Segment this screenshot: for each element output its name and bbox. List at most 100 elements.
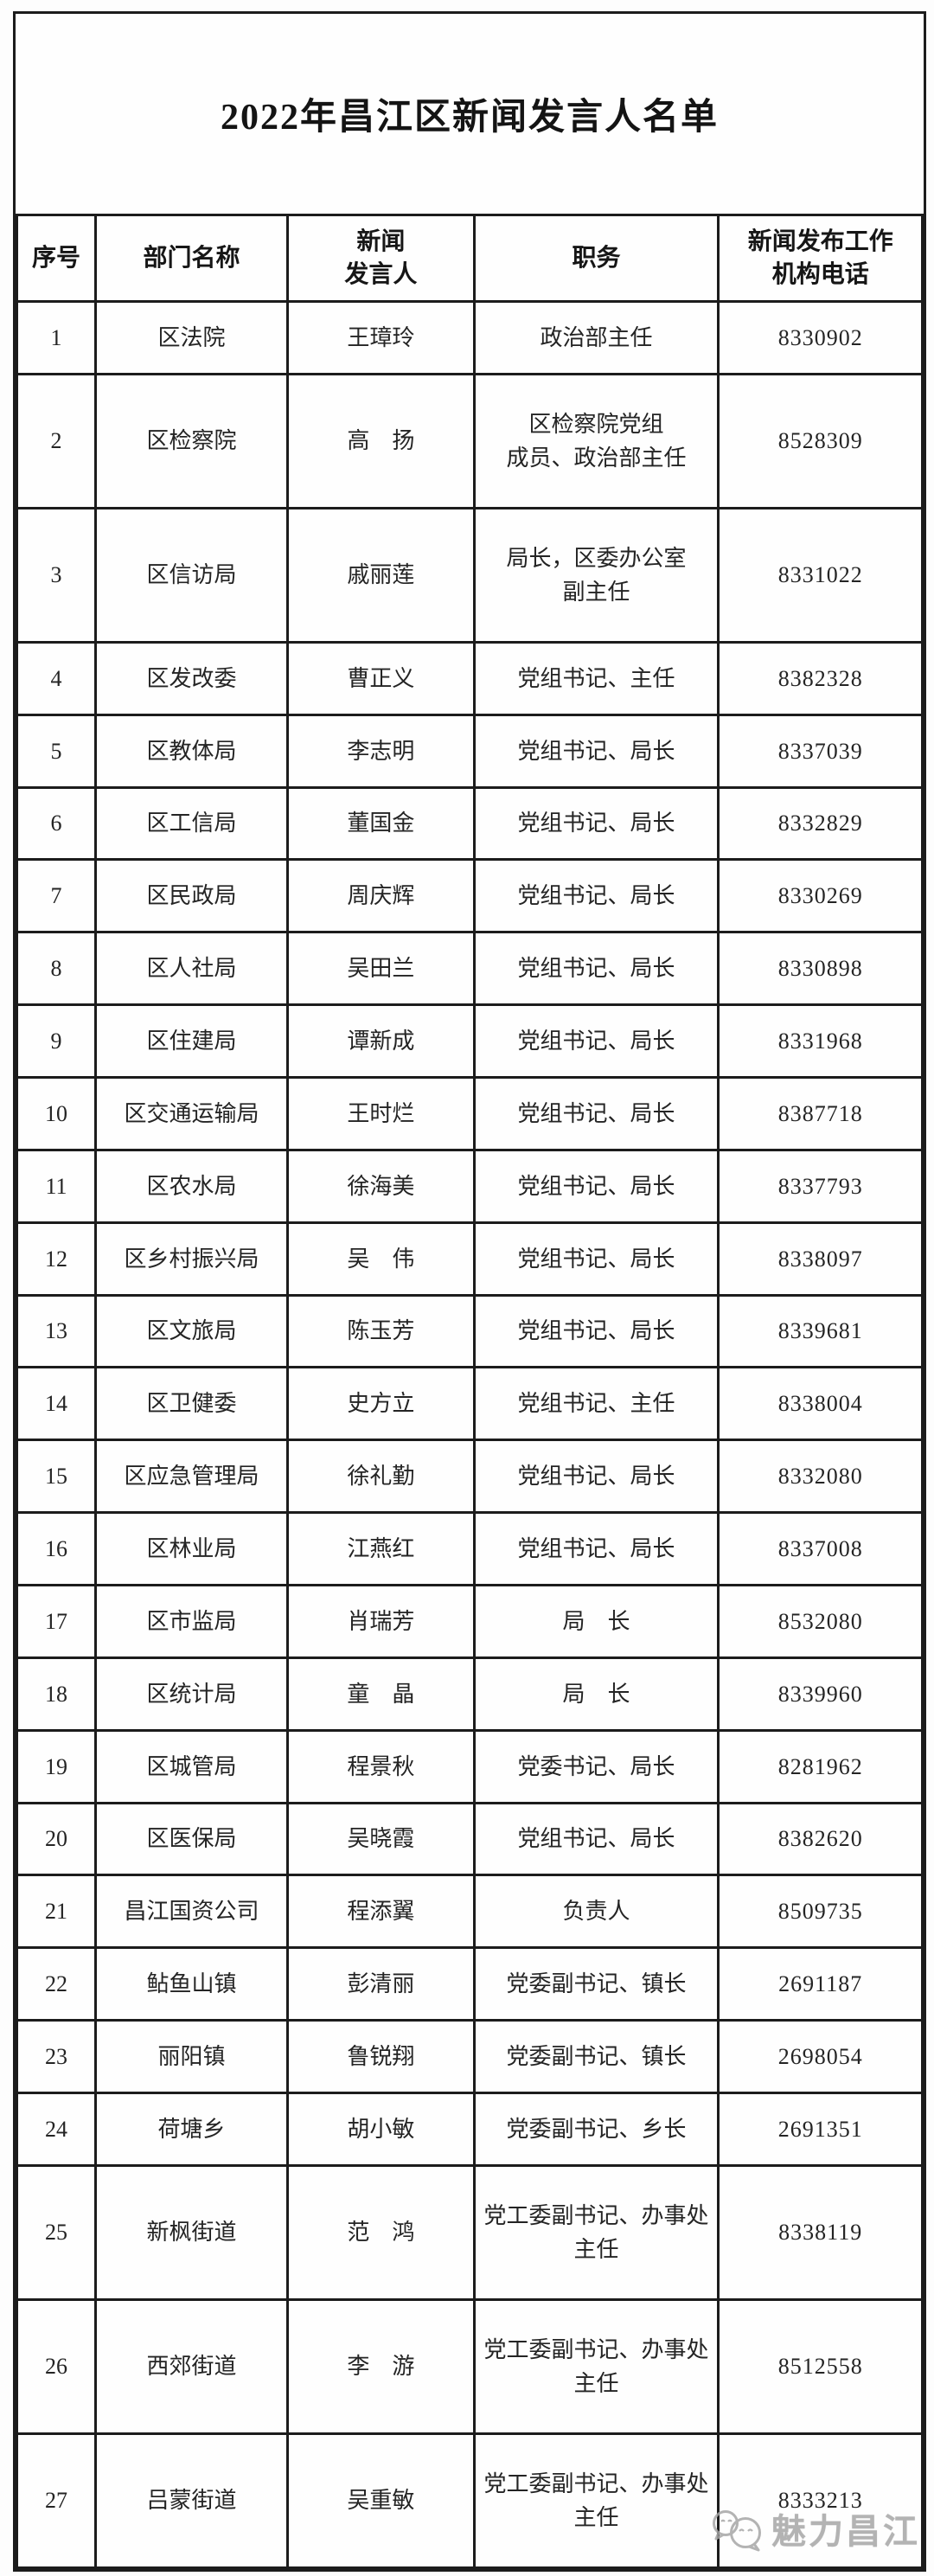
cell-index: 11 bbox=[15, 1148, 98, 1224]
cell-position: 党委副书记、乡长 bbox=[472, 2091, 720, 2167]
table-row: 22 鲇鱼山镇 彭清丽 党委副书记、镇长 2691187 bbox=[15, 1946, 924, 2022]
cell-index: 3 bbox=[15, 506, 98, 644]
spokesperson-table: 序号 部门名称 新闻 发言人 职务 新闻发布工作 机构电话 1 区法院 王璋玲 政治部主任 83… bbox=[15, 214, 924, 2570]
cell-spokesperson: 鲁锐翔 bbox=[286, 2019, 476, 2094]
cell-index: 8 bbox=[15, 931, 98, 1007]
cell-phone: 8532080 bbox=[717, 1583, 924, 1659]
cell-spokesperson: 彭清丽 bbox=[286, 1946, 476, 2022]
cell-phone: 8331968 bbox=[717, 1003, 924, 1079]
cell-position: 党工委副书记、办事处 主任 bbox=[472, 2432, 720, 2570]
table-row: 24 荷塘乡 胡小敏 党委副书记、乡长 2691351 bbox=[15, 2091, 924, 2167]
cell-department: 区人社局 bbox=[94, 931, 290, 1007]
cell-phone: 8528309 bbox=[717, 372, 924, 509]
table-row: 23 丽阳镇 鲁锐翔 党委副书记、镇长 2698054 bbox=[15, 2019, 924, 2094]
cell-spokesperson: 胡小敏 bbox=[286, 2091, 476, 2167]
cell-index: 12 bbox=[15, 1221, 98, 1297]
cell-phone: 8338119 bbox=[717, 2163, 924, 2301]
cell-department: 荷塘乡 bbox=[94, 2091, 290, 2167]
table-row: 15 区应急管理局 徐礼勤 党组书记、局长 8332080 bbox=[15, 1439, 924, 1515]
cell-department: 昌江国资公司 bbox=[94, 1874, 290, 1950]
cell-index: 18 bbox=[15, 1656, 98, 1732]
cell-index: 7 bbox=[15, 858, 98, 934]
cell-spokesperson: 曹正义 bbox=[286, 640, 476, 716]
cell-department: 区工信局 bbox=[94, 785, 290, 862]
cell-department: 区乡村振兴局 bbox=[94, 1221, 290, 1297]
table-row: 27 吕蒙街道 吴重敏 党工委副书记、办事处 主任 8333213 bbox=[15, 2432, 924, 2570]
cell-department: 区发改委 bbox=[94, 640, 290, 716]
page-title: 2022年昌江区新闻发言人名单 bbox=[220, 98, 719, 138]
cell-phone: 8332829 bbox=[717, 785, 924, 862]
cell-spokesperson: 肖瑞芳 bbox=[286, 1583, 476, 1659]
cell-position: 党工委副书记、办事处 主任 bbox=[472, 2297, 720, 2435]
cell-phone: 8512558 bbox=[717, 2297, 924, 2435]
cell-position: 党组书记、主任 bbox=[472, 1366, 720, 1442]
cell-spokesperson: 李 游 bbox=[286, 2297, 476, 2435]
cell-department: 新枫街道 bbox=[94, 2163, 290, 2301]
cell-spokesperson: 史方立 bbox=[286, 1366, 476, 1442]
cell-spokesperson: 童 晶 bbox=[286, 1656, 476, 1732]
table-row: 17 区市监局 肖瑞芳局 长 8532080 bbox=[15, 1583, 924, 1659]
cell-position: 党组书记、主任 bbox=[472, 640, 720, 716]
cell-index: 5 bbox=[15, 713, 98, 789]
cell-index: 13 bbox=[15, 1293, 98, 1369]
cell-spokesperson: 王时烂 bbox=[286, 1075, 476, 1151]
cell-department: 丽阳镇 bbox=[94, 2019, 290, 2094]
table-wrap: 序号 部门名称 新闻 发言人 职务 新闻发布工作 机构电话 1 区法院 王璋玲 政治部主任 83… bbox=[15, 214, 924, 2570]
cell-position: 区检察院党组 成员、政治部主任 bbox=[472, 372, 720, 509]
cell-index: 4 bbox=[15, 640, 98, 716]
title-area: 2022年昌江区新闻发言人名单 bbox=[16, 14, 924, 214]
cell-position: 党组书记、局长 bbox=[472, 1003, 720, 1079]
cell-position: 党委副书记、镇长 bbox=[472, 1946, 720, 2022]
cell-spokesperson: 徐礼勤 bbox=[286, 1439, 476, 1515]
cell-department: 区农水局 bbox=[94, 1148, 290, 1224]
table-row: 10 区交通运输局 王时烂 党组书记、局长 8387718 bbox=[15, 1075, 924, 1151]
cell-spokesperson: 吴 伟 bbox=[286, 1221, 476, 1297]
table-row: 4 区发改委 曹正义 党组书记、主任 8382328 bbox=[15, 640, 924, 716]
cell-index: 6 bbox=[15, 785, 98, 862]
cell-position: 党工委副书记、办事处 主任 bbox=[472, 2163, 720, 2301]
cell-index: 14 bbox=[15, 1366, 98, 1442]
cell-phone: 8337039 bbox=[717, 713, 924, 789]
cell-position: 局 长 bbox=[472, 1583, 720, 1659]
table-row: 13 区文旅局 陈玉芳 党组书记、局长 8339681 bbox=[15, 1293, 924, 1369]
cell-index: 23 bbox=[15, 2019, 98, 2094]
cell-position: 党组书记、局长 bbox=[472, 858, 720, 934]
cell-phone: 8387718 bbox=[717, 1075, 924, 1151]
table-row: 8 区人社局 吴田兰 党组书记、局长 8330898 bbox=[15, 931, 924, 1007]
cell-department: 西郊街道 bbox=[94, 2297, 290, 2435]
cell-phone: 8338097 bbox=[717, 1221, 924, 1297]
cell-position: 政治部主任 bbox=[472, 300, 720, 375]
cell-index: 27 bbox=[15, 2432, 98, 2570]
cell-spokesperson: 高 扬 bbox=[286, 372, 476, 509]
cell-index: 25 bbox=[15, 2163, 98, 2301]
cell-spokesperson: 吴田兰 bbox=[286, 931, 476, 1007]
cell-index: 10 bbox=[15, 1075, 98, 1151]
table-row: 18 区统计局童 晶局 长 8339960 bbox=[15, 1656, 924, 1732]
cell-department: 区民政局 bbox=[94, 858, 290, 934]
table-row: 3 区信访局 戚丽莲 局长，区委办公室 副主任 8331022 bbox=[15, 506, 924, 644]
cell-phone: 8330902 bbox=[717, 300, 924, 375]
table-row: 20 区医保局 吴晓霞 党组书记、局长 8382620 bbox=[15, 1801, 924, 1877]
cell-spokesperson: 程景秋 bbox=[286, 1728, 476, 1804]
cell-department: 区医保局 bbox=[94, 1801, 290, 1877]
cell-index: 26 bbox=[15, 2297, 98, 2435]
cell-spokesperson: 吴晓霞 bbox=[286, 1801, 476, 1877]
cell-phone: 8382328 bbox=[717, 640, 924, 716]
cell-position: 党组书记、局长 bbox=[472, 713, 720, 789]
cell-index: 21 bbox=[15, 1874, 98, 1950]
cell-position: 党组书记、局长 bbox=[472, 1148, 720, 1224]
cell-position: 党委书记、局长 bbox=[472, 1728, 720, 1804]
cell-spokesperson: 范 鸿 bbox=[286, 2163, 476, 2301]
cell-index: 17 bbox=[15, 1583, 98, 1659]
cell-phone: 8281962 bbox=[717, 1728, 924, 1804]
cell-phone: 8332080 bbox=[717, 1439, 924, 1515]
cell-position: 负责人 bbox=[472, 1874, 720, 1950]
cell-phone: 8337793 bbox=[717, 1148, 924, 1224]
cell-phone: 2698054 bbox=[717, 2019, 924, 2094]
cell-department: 区卫健委 bbox=[94, 1366, 290, 1442]
table-row: 12 区乡村振兴局吴 伟党组书记、局长 8338097 bbox=[15, 1221, 924, 1297]
cell-phone: 8509735 bbox=[717, 1874, 924, 1950]
cell-index: 24 bbox=[15, 2091, 98, 2167]
cell-index: 2 bbox=[15, 372, 98, 509]
cell-index: 19 bbox=[15, 1728, 98, 1804]
